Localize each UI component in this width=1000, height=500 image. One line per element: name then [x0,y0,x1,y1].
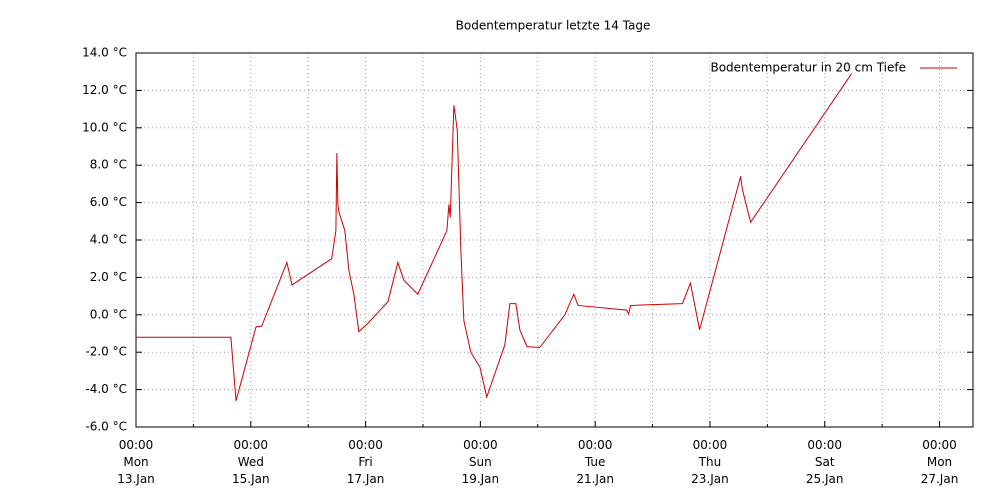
x-tick-label: 00:00 Fri 17.Jan [346,438,385,486]
y-tick-label: 12.0 °C [82,83,127,97]
x-tick-label: 00:00 Sat 25.Jan [805,438,844,486]
y-tick-label: 2.0 °C [90,270,127,284]
y-tick-label: 8.0 °C [90,158,127,172]
x-tick-label: 00:00 Mon 27.Jan [920,438,959,486]
chart-title: Bodentemperatur letzte 14 Tage [456,19,651,33]
y-tick-label: 6.0 °C [90,195,127,209]
x-tick-label: 00:00 Sun 19.Jan [461,438,500,486]
y-tick-label: -2.0 °C [85,345,127,359]
y-tick-label: -4.0 °C [85,382,127,396]
data-line [136,73,853,401]
y-tick-label: -6.0 °C [85,420,127,434]
x-tick-label: 00:00 Mon 13.Jan [117,438,155,486]
legend-label: Bodentemperatur in 20 cm Tiefe [710,61,906,75]
y-tick-label: 14.0 °C [82,46,127,60]
y-tick-label: 4.0 °C [90,233,127,247]
plot-frame [135,52,974,428]
y-tick-label: 0.0 °C [90,307,127,321]
y-tick-label: 10.0 °C [82,120,127,134]
x-tick-label: 00:00 Thu 23.Jan [691,438,729,486]
x-tick-label: 00:00 Tue 21.Jan [576,438,614,486]
x-tick-label: 00:00 Wed 15.Jan [231,438,270,486]
